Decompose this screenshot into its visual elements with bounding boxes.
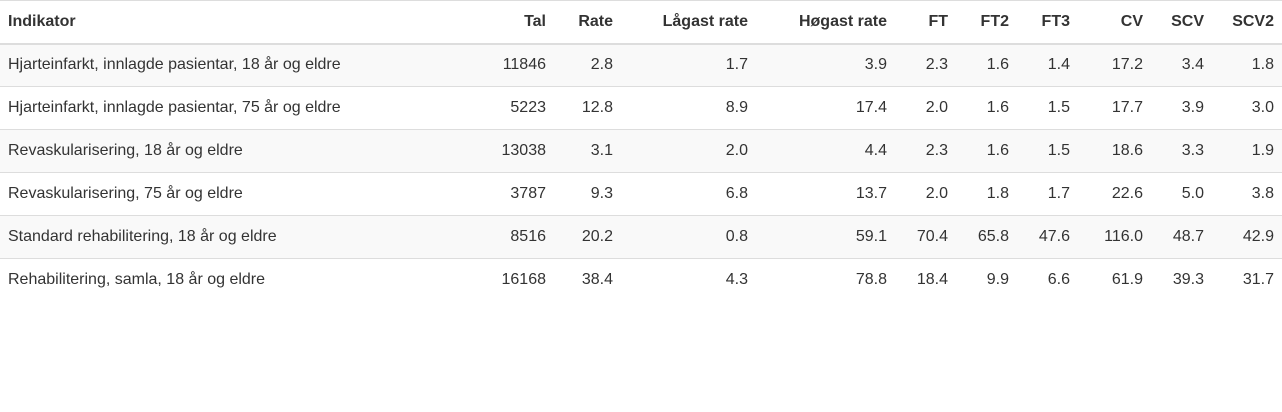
column-header-hogast-rate[interactable]: Høgast rate	[756, 0, 895, 45]
column-header-ft[interactable]: FT	[895, 0, 956, 45]
cell-cv: 116.0	[1078, 215, 1151, 259]
column-header-rate[interactable]: Rate	[554, 0, 621, 45]
cell-indikator: Hjarteinfarkt, innlagde pasientar, 18 år…	[0, 43, 480, 87]
cell-ft3: 1.5	[1017, 86, 1078, 130]
cell-hogast-rate: 4.4	[756, 129, 895, 173]
cell-indikator: Revaskularisering, 18 år og eldre	[0, 129, 480, 173]
cell-ft2: 1.6	[956, 129, 1017, 173]
cell-cv: 22.6	[1078, 172, 1151, 216]
cell-cv: 18.6	[1078, 129, 1151, 173]
cell-tal: 3787	[480, 172, 554, 216]
cell-indikator: Hjarteinfarkt, innlagde pasientar, 75 år…	[0, 86, 480, 130]
cell-ft3: 1.7	[1017, 172, 1078, 216]
cell-ft3: 1.4	[1017, 43, 1078, 87]
column-header-indikator[interactable]: Indikator	[0, 0, 480, 45]
cell-ft2: 65.8	[956, 215, 1017, 259]
cell-ft: 2.3	[895, 43, 956, 87]
table-row: Standard rehabilitering, 18 år og eldre …	[0, 215, 1282, 259]
cell-scv2: 42.9	[1212, 215, 1282, 259]
cell-ft3: 47.6	[1017, 215, 1078, 259]
cell-scv: 3.4	[1151, 43, 1212, 87]
cell-hogast-rate: 13.7	[756, 172, 895, 216]
cell-hogast-rate: 17.4	[756, 86, 895, 130]
cell-cv: 17.2	[1078, 43, 1151, 87]
column-header-cv[interactable]: CV	[1078, 0, 1151, 45]
cell-scv: 48.7	[1151, 215, 1212, 259]
cell-ft2: 1.8	[956, 172, 1017, 216]
cell-cv: 17.7	[1078, 86, 1151, 130]
cell-scv2: 1.9	[1212, 129, 1282, 173]
table-row: Rehabilitering, samla, 18 år og eldre 16…	[0, 258, 1282, 302]
cell-rate: 38.4	[554, 258, 621, 302]
column-header-scv[interactable]: SCV	[1151, 0, 1212, 45]
cell-lagast-rate: 4.3	[621, 258, 756, 302]
cell-lagast-rate: 8.9	[621, 86, 756, 130]
table-row: Hjarteinfarkt, innlagde pasientar, 75 år…	[0, 86, 1282, 130]
cell-ft: 2.0	[895, 172, 956, 216]
cell-cv: 61.9	[1078, 258, 1151, 302]
cell-scv: 3.9	[1151, 86, 1212, 130]
cell-tal: 11846	[480, 43, 554, 87]
cell-ft2: 1.6	[956, 86, 1017, 130]
column-header-ft2[interactable]: FT2	[956, 0, 1017, 45]
cell-scv: 39.3	[1151, 258, 1212, 302]
cell-hogast-rate: 78.8	[756, 258, 895, 302]
cell-ft2: 1.6	[956, 43, 1017, 87]
cell-tal: 5223	[480, 86, 554, 130]
cell-tal: 16168	[480, 258, 554, 302]
cell-lagast-rate: 0.8	[621, 215, 756, 259]
column-header-scv2[interactable]: SCV2	[1212, 0, 1282, 45]
cell-hogast-rate: 59.1	[756, 215, 895, 259]
cell-ft: 18.4	[895, 258, 956, 302]
header-row: Indikator Tal Rate Lågast rate Høgast ra…	[0, 0, 1282, 45]
table-row: Revaskularisering, 75 år og eldre 3787 9…	[0, 172, 1282, 216]
cell-lagast-rate: 6.8	[621, 172, 756, 216]
cell-scv2: 3.0	[1212, 86, 1282, 130]
cell-tal: 13038	[480, 129, 554, 173]
cell-ft3: 6.6	[1017, 258, 1078, 302]
cell-hogast-rate: 3.9	[756, 43, 895, 87]
table-row: Hjarteinfarkt, innlagde pasientar, 18 år…	[0, 43, 1282, 87]
cell-rate: 20.2	[554, 215, 621, 259]
cell-ft3: 1.5	[1017, 129, 1078, 173]
cell-rate: 9.3	[554, 172, 621, 216]
cell-tal: 8516	[480, 215, 554, 259]
cell-indikator: Revaskularisering, 75 år og eldre	[0, 172, 480, 216]
cell-scv2: 1.8	[1212, 43, 1282, 87]
cell-lagast-rate: 1.7	[621, 43, 756, 87]
cell-scv2: 3.8	[1212, 172, 1282, 216]
cell-rate: 12.8	[554, 86, 621, 130]
cell-ft: 2.0	[895, 86, 956, 130]
indicator-table: Indikator Tal Rate Lågast rate Høgast ra…	[0, 0, 1282, 302]
cell-scv: 5.0	[1151, 172, 1212, 216]
table-body: Hjarteinfarkt, innlagde pasientar, 18 år…	[0, 43, 1282, 302]
table-header: Indikator Tal Rate Lågast rate Høgast ra…	[0, 0, 1282, 45]
cell-ft: 70.4	[895, 215, 956, 259]
cell-scv: 3.3	[1151, 129, 1212, 173]
table-row: Revaskularisering, 18 år og eldre 13038 …	[0, 129, 1282, 173]
column-header-ft3[interactable]: FT3	[1017, 0, 1078, 45]
cell-ft: 2.3	[895, 129, 956, 173]
cell-scv2: 31.7	[1212, 258, 1282, 302]
cell-rate: 2.8	[554, 43, 621, 87]
cell-indikator: Rehabilitering, samla, 18 år og eldre	[0, 258, 480, 302]
cell-indikator: Standard rehabilitering, 18 år og eldre	[0, 215, 480, 259]
cell-lagast-rate: 2.0	[621, 129, 756, 173]
column-header-tal[interactable]: Tal	[480, 0, 554, 45]
cell-ft2: 9.9	[956, 258, 1017, 302]
column-header-lagast-rate[interactable]: Lågast rate	[621, 0, 756, 45]
cell-rate: 3.1	[554, 129, 621, 173]
